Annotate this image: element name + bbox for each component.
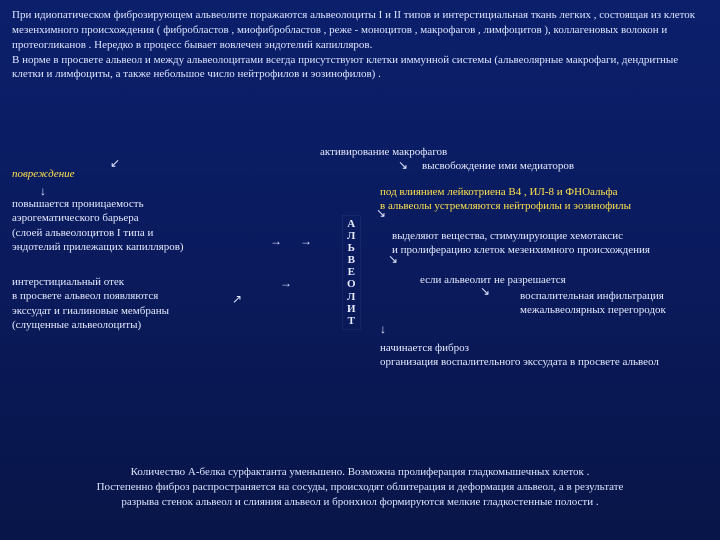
arrow-icon: → [280,277,292,289]
arrow-icon: ↓ [40,185,46,197]
arrow-icon: ↓ [380,323,386,335]
pathogenesis-flow: активирование макрофагов высвобождение и… [0,145,720,380]
arrow-icon: ↘ [398,159,408,171]
arrow-icon: → [270,235,282,247]
right-if-not-resolve: если альвеолит не разрешается [420,273,566,287]
damage-heading: повреждение [12,167,75,181]
arrow-icon: ↙ [110,157,120,169]
bottom-paragraph: Количество А-белка сурфактанта уменьшено… [12,465,708,510]
arrow-icon: ↗ [232,293,242,305]
alveolit-vertical: АЛЬВЕОЛИТ [342,215,361,330]
right-infiltration-1: воспалительная инфильтрация [520,289,664,303]
step-mediators: высвобождение ими медиаторов [422,159,574,173]
right-infiltration-2: межальвеолярных перегородок [520,303,666,317]
right-fibrosis: начинается фиброз организация воспалител… [380,341,659,370]
intro-paragraph-1: При идиопатическом фиброзирующем альвеол… [12,9,695,51]
left-permeability: повышается проницаемость аэрогематическо… [12,197,184,254]
right-chemotaxis: выделяют вещества, стимулирующие хемотак… [392,229,650,258]
arrow-icon: → [300,235,312,247]
intro-paragraph-2: В норме в просвете альвеол и между альве… [12,54,678,81]
right-leukotriene: под влиянием лейкотриена B4 , ИЛ-8 и ФНО… [380,185,631,214]
step-activation: активирование макрофагов [320,145,447,159]
left-edema: интерстициальный отек в просвете альвеол… [12,275,169,332]
arrow-icon: ↘ [480,285,490,297]
arrow-icon: ↘ [388,253,398,265]
arrow-icon: ↘ [376,207,386,219]
